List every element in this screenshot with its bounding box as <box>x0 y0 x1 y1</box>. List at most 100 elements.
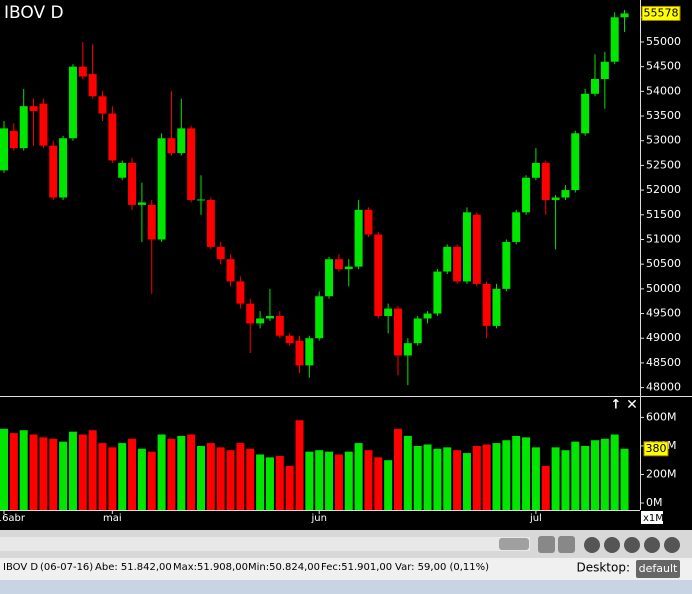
candle-body <box>49 145 58 198</box>
y-tick-label: 51000 <box>646 232 681 245</box>
volume-bar <box>403 435 412 510</box>
y-tick-label: 48500 <box>646 356 681 369</box>
candle-body <box>256 318 265 324</box>
volume-bar <box>98 443 107 510</box>
candle-body <box>118 162 127 178</box>
y-tick-label: 48000 <box>646 381 681 394</box>
candle-body <box>433 271 442 314</box>
volume-bar <box>206 443 215 510</box>
candle-body <box>88 74 97 97</box>
candle-body <box>472 214 481 284</box>
y-tick-label: 55000 <box>646 35 681 48</box>
volume-tick-label: 200M <box>646 467 677 480</box>
button-zoom-in[interactable] <box>644 537 660 553</box>
volume-bar <box>157 434 166 510</box>
candle-body <box>9 130 18 149</box>
candle-body <box>600 61 609 79</box>
candle-body <box>98 96 107 114</box>
volume-bar <box>246 448 255 510</box>
volume-bar <box>423 444 432 510</box>
candle-body <box>571 133 580 191</box>
status-bar <box>0 558 692 580</box>
volume-bar <box>482 444 491 510</box>
volume-bar <box>285 465 294 510</box>
desktop-label: Desktop: <box>576 561 630 575</box>
candle-body <box>344 266 353 270</box>
volume-bar <box>128 438 137 510</box>
x-tick-label: mai <box>103 513 122 524</box>
candle-body <box>561 190 570 198</box>
up-icon[interactable]: ↑ <box>611 398 622 413</box>
volume-bar <box>512 435 521 510</box>
status-text: (06-07-16) <box>40 562 93 573</box>
button-right[interactable] <box>558 536 575 553</box>
last-price-label: 55578 <box>644 6 679 19</box>
button-zoom-out[interactable] <box>664 537 680 553</box>
desktop-button-label[interactable]: default <box>639 562 678 575</box>
candle-body <box>29 106 38 112</box>
candle-body <box>275 316 284 336</box>
volume-tick-label: 600M <box>646 410 677 423</box>
y-tick-label: 52500 <box>646 158 681 171</box>
volume-bar <box>118 443 127 510</box>
volume-bar <box>88 430 97 510</box>
volume-bar <box>305 451 314 510</box>
y-tick-label: 51500 <box>646 208 681 221</box>
volume-bar <box>531 447 540 510</box>
candle-body <box>167 138 176 154</box>
candle-body <box>364 209 373 235</box>
button-left[interactable] <box>538 536 555 553</box>
candle-body <box>246 303 255 324</box>
candle-body <box>423 313 432 319</box>
x-scale-label: x1M <box>643 513 664 524</box>
x-tick-label: jun <box>310 513 326 524</box>
candle-body <box>315 296 324 339</box>
candle-body <box>482 283 491 326</box>
candle-body <box>403 343 412 356</box>
volume-bar <box>39 437 48 510</box>
volume-bar <box>453 450 462 510</box>
candle-body <box>620 13 629 18</box>
x-tick-label: jul <box>529 513 542 524</box>
candle-body <box>177 128 186 154</box>
volume-bar <box>492 443 501 510</box>
volume-bar <box>364 450 373 510</box>
last-volume-label: 380 <box>646 442 667 455</box>
volume-bar <box>502 440 511 510</box>
status-text: Fec:51.901,00 <box>321 562 392 573</box>
volume-bar <box>137 448 146 510</box>
scroll-thumb[interactable] <box>499 538 529 550</box>
volume-bar <box>561 450 570 510</box>
y-tick-label: 50000 <box>646 282 681 295</box>
candle-body <box>610 17 619 62</box>
volume-bar <box>0 428 8 510</box>
candle-body <box>68 66 77 139</box>
candle-body <box>325 259 334 297</box>
candle-body <box>236 281 245 304</box>
y-tick-label: 53000 <box>646 134 681 147</box>
button-bars[interactable] <box>604 537 620 553</box>
candle-body <box>19 106 28 149</box>
candle-body <box>108 113 117 161</box>
volume-bar <box>108 447 117 510</box>
volume-bar <box>610 434 619 510</box>
candle-body <box>295 340 304 366</box>
candle-body <box>512 212 521 242</box>
volume-bar <box>9 433 18 510</box>
volume-bar <box>19 430 28 510</box>
volume-bar <box>354 443 363 510</box>
y-tick-label: 49500 <box>646 307 681 320</box>
desktop-button[interactable] <box>636 560 680 578</box>
volume-bar <box>256 454 265 510</box>
volume-bar <box>49 438 58 510</box>
button-print[interactable] <box>624 537 640 553</box>
scrollbar[interactable] <box>0 537 530 551</box>
button-zoom[interactable] <box>584 537 600 553</box>
volume-bar <box>591 440 599 510</box>
y-tick-label: 52000 <box>646 183 681 196</box>
volume-bar <box>334 454 343 510</box>
volume-bar <box>600 438 609 510</box>
close-icon[interactable]: ✕ <box>626 397 638 413</box>
candle-body <box>413 318 422 344</box>
candle-body <box>462 212 471 282</box>
